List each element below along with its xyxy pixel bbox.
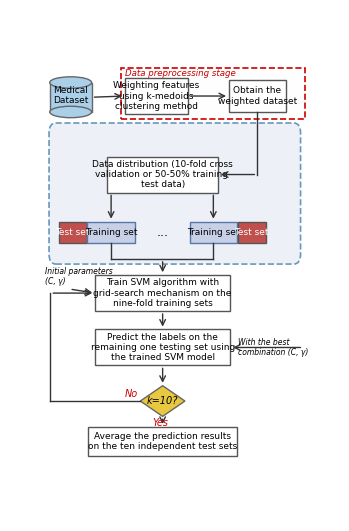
Text: Training set: Training set [85,228,138,237]
Ellipse shape [50,77,92,88]
Text: Average the prediction results
on the ten independent test sets: Average the prediction results on the te… [88,432,237,451]
FancyBboxPatch shape [50,82,92,112]
FancyBboxPatch shape [125,78,188,114]
Text: Data preprocessing stage: Data preprocessing stage [125,70,236,79]
Text: k=10?: k=10? [147,396,178,406]
FancyBboxPatch shape [49,123,300,264]
FancyBboxPatch shape [95,275,230,311]
FancyBboxPatch shape [107,157,218,193]
Text: Predict the labels on the
remaining one testing set using
the trained SVM model: Predict the labels on the remaining one … [90,332,235,362]
Text: Medical
Dataset: Medical Dataset [53,85,88,105]
Ellipse shape [50,106,92,118]
FancyBboxPatch shape [238,221,266,243]
FancyBboxPatch shape [88,221,135,243]
Polygon shape [140,386,185,416]
Text: With the best
combination (C, γ): With the best combination (C, γ) [238,338,309,357]
Text: ...: ... [156,226,168,238]
Text: Data distribution (10-fold cross
validation or 50-50% training-
test data): Data distribution (10-fold cross validat… [92,160,233,190]
FancyBboxPatch shape [59,221,87,243]
Text: Obtain the
weighted dataset: Obtain the weighted dataset [218,87,297,106]
FancyBboxPatch shape [229,80,286,112]
Text: No: No [124,389,138,399]
Text: Weighting features
using k-medoids
clustering method: Weighting features using k-medoids clust… [113,81,200,111]
FancyBboxPatch shape [88,427,237,456]
Text: Initial parameters
(C, γ): Initial parameters (C, γ) [45,267,113,286]
FancyBboxPatch shape [190,221,237,243]
FancyBboxPatch shape [95,329,230,365]
Text: Test set: Test set [55,228,90,237]
Text: Yes: Yes [152,418,168,429]
Text: Train SVM algorithm with
grid-search mechanism on the
nine-fold training sets: Train SVM algorithm with grid-search mec… [94,278,232,308]
Text: Test set: Test set [235,228,269,237]
Text: Training set: Training set [187,228,240,237]
FancyBboxPatch shape [121,68,305,119]
